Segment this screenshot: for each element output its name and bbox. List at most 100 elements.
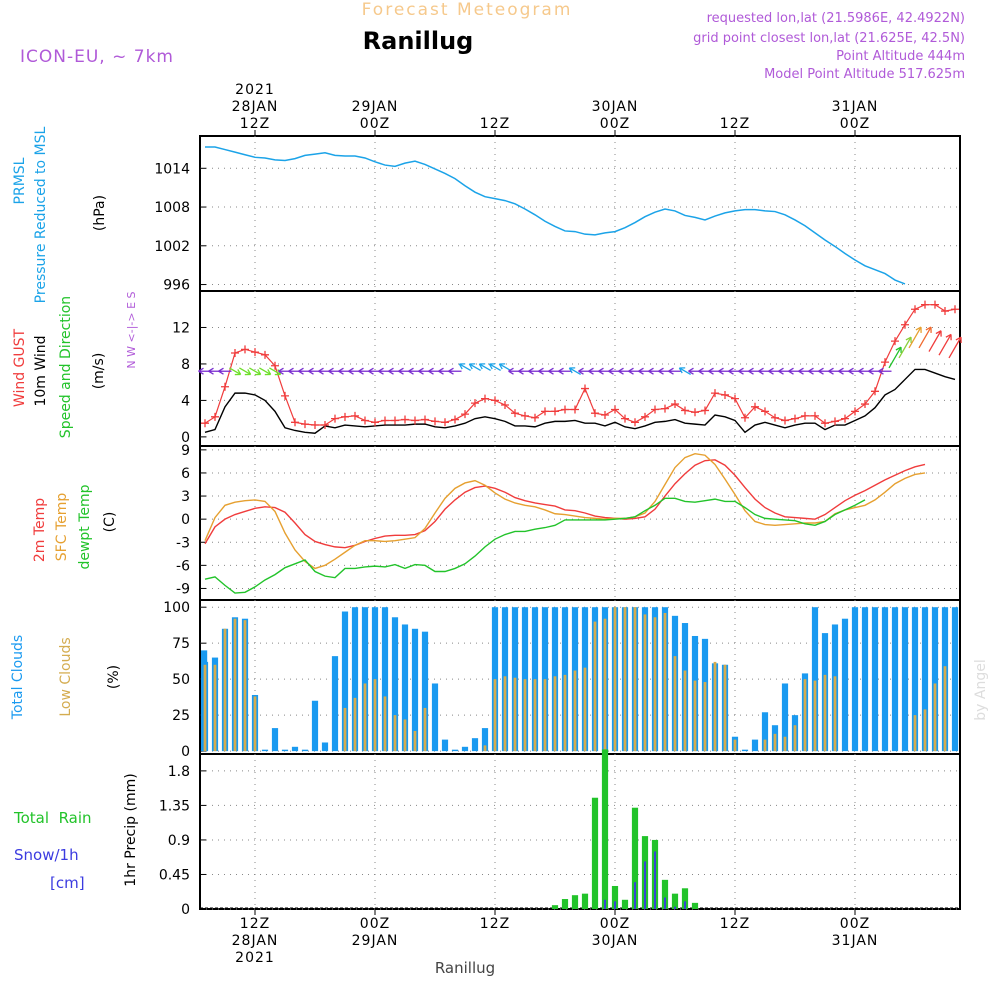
gust-marker [211,412,219,421]
bottom-tick-label: 2021 [235,950,275,966]
y-tick-label: 12 [172,320,190,336]
gust-marker [901,320,909,329]
gust-marker [241,345,249,354]
wind-direction-arrow [938,333,952,356]
gust-marker [841,414,849,423]
y-tick-label: 6 [181,466,190,482]
gust-marker [521,411,529,420]
low-cloud-bar [913,715,917,752]
total-cloud-bar [421,631,429,752]
arrow-head [748,367,754,375]
total-cloud-bar [471,738,479,752]
arrow-head [478,363,486,370]
total-cloud-bar [741,749,749,752]
arrow-head [308,367,314,375]
snow-bar [634,882,636,909]
bottom-tick-label: 30JAN [592,933,639,949]
gust-marker [831,417,839,426]
snow-bar [644,861,646,909]
arrow-head [945,333,952,341]
gust-marker [661,404,669,413]
total-cloud-bar [861,607,869,752]
low-cloud-bar [603,618,607,752]
total-cloud-bar [311,700,319,752]
rain-bar [581,893,589,909]
arrow-head [298,367,304,375]
total-cloud-bar [931,607,939,752]
gust-marker [741,413,749,422]
arrow-shaft [269,367,281,376]
arrow-head [378,367,384,375]
arrow-head [468,363,476,370]
y-tick-label: 4 [181,393,190,409]
total-cloud-bar [281,749,289,752]
gust-marker [311,421,319,430]
low-cloud-bar [813,680,817,752]
info-point-altitude: Point Altitude 444m [836,49,965,64]
label-total-rain: Total Rain [13,809,92,827]
low-cloud-bar [343,707,347,752]
low-cloud-bar [733,739,737,752]
y-tick-label: 1.8 [168,764,190,780]
arrow-shaft [239,367,251,376]
gust-marker [951,305,959,314]
y-tick-label: 0.9 [168,833,190,849]
low-cloud-bar [373,679,377,752]
snow-bar [684,901,686,909]
low-cloud-bar [703,682,707,752]
wind-direction-arrow [918,326,932,349]
arrow-head [648,367,654,375]
wind-direction-arrow [218,367,232,375]
low-cloud-bar [223,628,227,752]
gust-marker [591,409,599,418]
wind-direction-arrow [888,346,902,369]
wind-direction-arrow [478,363,491,372]
low-cloud-bar [213,664,217,752]
wind-direction-arrow [239,367,252,376]
arrow-head [218,367,224,375]
arrow-head [678,367,686,374]
y-tick-label: 9 [181,443,190,459]
gust-marker [471,399,479,408]
total-cloud-bar [921,607,929,752]
panel-frame [199,753,961,910]
low-cloud-bar [363,683,367,752]
arrow-head [818,367,824,375]
gust-marker [571,405,579,414]
low-cloud-bar [653,617,657,752]
panel-frame [199,445,961,601]
arrow-head [798,367,804,375]
top-tick-label: 00Z [840,116,870,132]
wind-direction-arrow [468,363,481,372]
gust-marker [721,390,729,399]
low-cloud-bar [493,679,497,752]
gust-marker [231,349,239,357]
total-cloud-bar [261,749,269,752]
arrow-head [688,367,694,375]
gust-marker [221,382,229,391]
arrow-head [428,367,434,375]
y-tick-label: 25 [172,708,190,724]
gust-marker [811,411,819,420]
low-cloud-bar [233,618,237,752]
arrow-head [598,367,604,375]
low-cloud-bar [483,745,487,752]
gust-marker [481,394,489,403]
low-cloud-bar [943,666,947,752]
rain-bar [551,905,559,909]
low-cloud-bar [553,676,557,752]
gust-marker [551,407,559,416]
label-wind-gust: Wind GUST [12,328,28,407]
y-tick-label: 8 [181,357,190,373]
gust-marker [401,415,409,424]
rain-bar [621,899,629,909]
total-cloud-bar [401,624,409,752]
arrow-head [208,367,214,375]
low-cloud-bar [643,614,647,752]
arrow-head [778,367,784,375]
top-tick-label: 00Z [360,116,390,132]
label-percent: (%) [106,665,122,689]
top-tick-label: 31JAN [832,99,879,115]
total-cloud-bar [811,607,819,752]
